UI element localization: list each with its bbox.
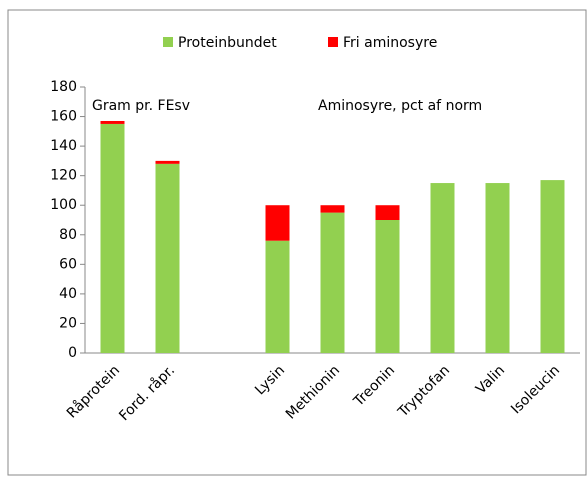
y-tick-label: 60	[59, 256, 77, 272]
bar-segment	[430, 183, 455, 353]
bar-segment	[155, 160, 180, 164]
y-tick-label: 140	[50, 138, 77, 154]
bar-segment	[265, 205, 290, 241]
legend-swatch	[163, 37, 173, 47]
bar-segment	[375, 205, 400, 220]
bar-segment	[100, 123, 125, 353]
y-tick-label: 40	[59, 286, 77, 302]
bar-segment	[100, 120, 125, 124]
annotation: Aminosyre, pct af norm	[318, 98, 482, 114]
legend-swatch	[328, 37, 338, 47]
bar-segment	[320, 205, 345, 213]
bar-segment	[265, 240, 290, 353]
legend-label: Proteinbundet	[178, 35, 277, 51]
y-tick-label: 0	[68, 345, 77, 361]
y-tick-label: 100	[50, 197, 77, 213]
bar-segment	[485, 183, 510, 353]
y-tick-label: 80	[59, 227, 77, 243]
bar-segment	[155, 163, 180, 353]
y-tick-label: 20	[59, 315, 77, 331]
annotation: Gram pr. FEsv	[92, 98, 190, 114]
bar-segment	[540, 180, 565, 353]
bar-segment	[375, 220, 400, 353]
bar-segment	[320, 212, 345, 353]
legend-label: Fri aminosyre	[343, 35, 437, 51]
y-tick-label: 120	[50, 168, 77, 184]
y-tick-label: 160	[50, 109, 77, 125]
y-tick-label: 180	[50, 79, 77, 95]
